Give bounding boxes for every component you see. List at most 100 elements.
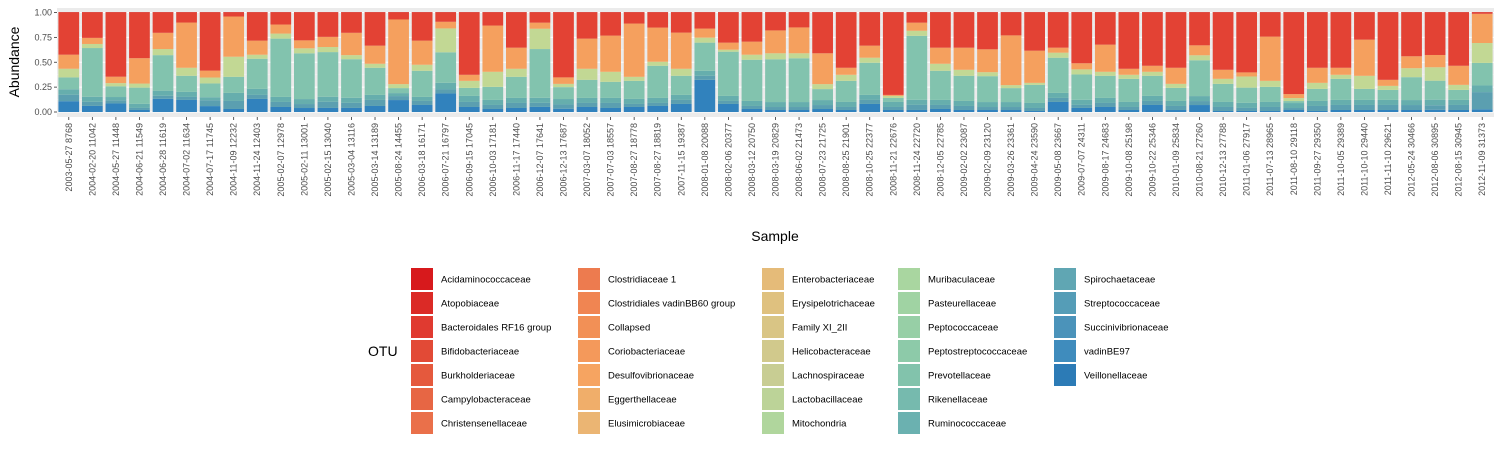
legend-swatch: [1054, 268, 1076, 290]
bar-segment-bacteroidales: [1212, 106, 1234, 111]
bar-segment-bacteroidales_rf16: [1424, 12, 1446, 55]
bar-segment-bacteroidales_rf16: [81, 12, 103, 38]
bar-segment-prevotellaceae: [1094, 75, 1116, 98]
bar-segment-veillonellaceae: [1212, 110, 1234, 112]
bar-segment-veillonellaceae: [906, 109, 928, 112]
x-tick-label: 2006-03-18 16171: [417, 123, 427, 197]
bar-segment-prevotellaceae: [152, 55, 174, 91]
bar-segment-prevotellaceae: [1000, 88, 1022, 103]
bar-segment-ruminococcaceae: [317, 96, 339, 102]
x-tick-label: 2011-10-05 29389: [1336, 123, 1346, 196]
bar-segment-prevotellaceae: [199, 83, 221, 98]
bar-segment-collapsed: [293, 40, 315, 49]
bar-segment-lachnospiraceae: [859, 57, 881, 63]
bar-segment-lachnospiraceae: [882, 95, 904, 98]
bar-segment-collapsed: [1189, 45, 1210, 56]
legend-swatch: [411, 412, 433, 434]
bar-segment-bacteroidales: [529, 102, 551, 107]
bar-segment-bacteroidales: [1330, 104, 1352, 110]
bar-segment-bacteroidales: [1401, 105, 1422, 111]
bar-segment-prevotellaceae: [105, 86, 127, 98]
bar-segment-prevotellaceae: [718, 51, 739, 96]
bar-segment-lachnospiraceae: [293, 48, 315, 54]
bar-segment-prevotellaceae: [529, 49, 551, 98]
bar-segment-prevotellaceae: [1212, 83, 1234, 102]
bar-segment-bacteroidales: [1448, 104, 1470, 110]
bar-segment-ruminococcaceae: [458, 95, 480, 102]
x-tick-label: 2008-02-06 20377: [723, 123, 733, 197]
bar-segment-ruminococcaceae: [1071, 99, 1093, 105]
bar-segment-veillonellaceae: [930, 108, 951, 112]
legend-swatch: [578, 292, 600, 314]
bar-segment-bacteroidales_rf16: [529, 12, 551, 23]
bar-segment-veillonellaceae: [270, 106, 292, 112]
legend-label: Lachnospiraceae: [792, 371, 864, 382]
bar-segment-veillonellaceae: [411, 104, 433, 112]
bar-segment-lachnospiraceae: [105, 83, 127, 87]
bar-segment-collapsed: [129, 58, 150, 84]
bar-segment-bacteroidales: [953, 105, 975, 110]
bar-segment-ruminococcaceae: [1047, 92, 1069, 98]
bar-segment-bacteroidales_rf16: [293, 12, 315, 41]
legend-label: Enterobacteriaceae: [792, 275, 874, 286]
x-tick-label: 2006-12-13 17687: [558, 123, 568, 197]
bar-segment-bacteroidales: [623, 103, 645, 107]
bar-segment-prevotellaceae: [1471, 62, 1493, 86]
legend-swatch: [762, 412, 784, 434]
bar-segment-bacteroidales: [270, 101, 292, 107]
bar-segment-ruminococcaceae: [1212, 101, 1234, 107]
bar-segment-bacteroidales: [364, 99, 386, 106]
x-tick-label: 2012-08-15 30945: [1454, 123, 1464, 197]
bar-segment-veillonellaceae: [199, 106, 221, 112]
bar-segment-veillonellaceae: [1071, 107, 1093, 112]
legend-swatch: [411, 388, 433, 410]
bar-segment-ruminococcaceae: [1259, 101, 1281, 107]
bar-segment-collapsed: [1259, 36, 1281, 81]
bar-segment-bacteroidales_rf16: [741, 12, 763, 42]
bar-segment-bacteroidales: [1071, 104, 1093, 108]
bar-segment-lachnospiraceae: [1165, 83, 1187, 88]
bar-segment-bacteroidales: [1283, 108, 1305, 111]
bar-segment-ruminococcaceae: [58, 89, 80, 95]
legend-label: Streptococcaceae: [1084, 299, 1160, 310]
bar-segment-collapsed: [835, 67, 857, 75]
x-tick-label: 2011-07-13 28965: [1265, 123, 1275, 196]
bar-segment-lachnospiraceae: [1047, 52, 1069, 58]
bar-segment-lachnospiraceae: [1306, 82, 1328, 89]
bar-segment-ruminococcaceae: [223, 92, 245, 101]
bar-segment-ruminococcaceae: [553, 99, 574, 105]
bar-segment-bacteroidales: [1165, 105, 1187, 110]
legend-label: Collapsed: [608, 323, 650, 334]
bar-segment-collapsed: [1236, 72, 1258, 77]
bar-segment-collapsed: [388, 19, 409, 85]
bar-segment-ruminococcaceae: [600, 97, 621, 103]
legend-label: Peptococcaceae: [928, 323, 998, 334]
x-tick-label: 2009-04-24 23590: [1030, 123, 1040, 197]
bar-segment-collapsed: [1448, 65, 1470, 85]
bar-segment-bacteroidales: [411, 100, 433, 105]
x-tick-label: 2008-03-12 20750: [747, 123, 757, 197]
x-tick-label: 2004-02-20 11042: [87, 123, 97, 196]
bar-segment-veillonellaceae: [506, 107, 527, 112]
bar-segment-bacteroidales_rf16: [199, 12, 221, 71]
legend-swatch: [411, 292, 433, 314]
bar-segment-lachnospiraceae: [1189, 55, 1210, 61]
bar-segment-veillonellaceae: [246, 98, 268, 112]
bar-segment-veillonellaceae: [529, 106, 551, 112]
bar-segment-lachnospiraceae: [129, 83, 150, 88]
bar-segment-collapsed: [270, 24, 292, 34]
x-tick-label: 2004-05-27 11448: [111, 123, 121, 196]
bar-segment-ruminococcaceae: [835, 101, 857, 107]
bar-segment-prevotellaceae: [1283, 101, 1305, 104]
bar-segment-bacteroidales_rf16: [1471, 12, 1493, 14]
legend-swatch: [1054, 292, 1076, 314]
bar-segment-bacteroidales: [1354, 104, 1375, 110]
bar-segment-collapsed: [1354, 39, 1375, 76]
bar-segment-bacteroidales: [435, 89, 457, 94]
bar-segment-ruminococcaceae: [1377, 99, 1399, 105]
x-tick-label: 2007-11-15 19387: [676, 123, 686, 196]
legend-swatch: [1054, 364, 1076, 386]
bar-segment-bacteroidales_rf16: [1212, 12, 1234, 70]
bar-segment-bacteroidales: [694, 75, 716, 80]
bar-segment-collapsed: [199, 70, 221, 78]
